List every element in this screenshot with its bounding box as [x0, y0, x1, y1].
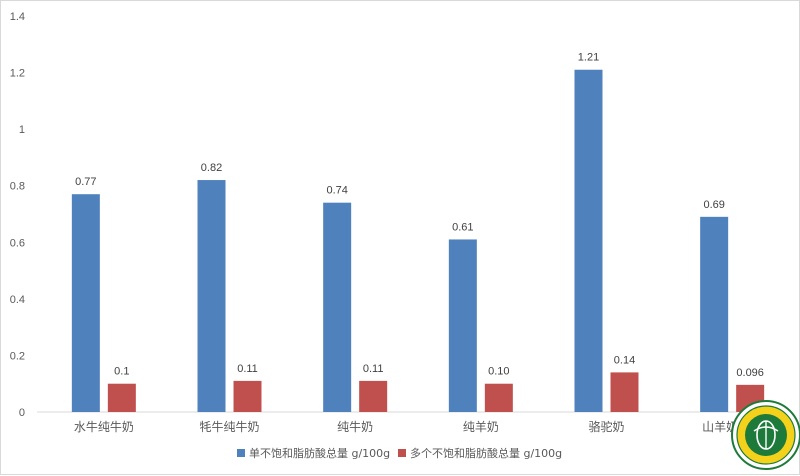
data-label: 0.61 — [452, 221, 473, 233]
data-label: 0.74 — [326, 185, 347, 197]
y-tick-label: 0.4 — [10, 294, 25, 306]
x-category-label: 纯牛奶 — [337, 419, 373, 434]
y-tick-label: 0.2 — [10, 350, 25, 362]
bar-series-1-1 — [197, 180, 226, 412]
x-category-label: 牦牛纯牛奶 — [199, 419, 259, 434]
y-tick-label: 1.2 — [10, 68, 25, 80]
y-tick-label: 0 — [19, 407, 25, 419]
x-category-label: 纯羊奶 — [463, 419, 499, 434]
data-label: 0.096 — [736, 367, 764, 379]
data-label: 0.82 — [201, 162, 222, 174]
bar-layer — [71, 69, 765, 412]
bar-series-2-1 — [233, 380, 262, 412]
y-tick-label: 0.6 — [10, 237, 25, 249]
legend-label-1: 单不饱和脂肪酸总量 g/100g — [249, 446, 390, 460]
data-label: 0.11 — [363, 363, 384, 375]
bar-series-1-0 — [71, 194, 100, 412]
legend: 单不饱和脂肪酸总量 g/100g 多个不饱和脂肪酸总量 g/100g — [237, 446, 562, 460]
x-category-label: 水牛纯牛奶 — [74, 419, 134, 434]
bar-series-1-5 — [700, 216, 729, 412]
legend-swatch-2 — [398, 449, 406, 457]
y-tick-label: 0.8 — [10, 181, 25, 193]
label-layer: 0.77 0.82 0.74 0.61 1.21 0.69 0.1 0.11 0.11 0.10 0… — [75, 52, 764, 379]
bar-series-1-3 — [448, 239, 477, 412]
x-category-label: 骆驼奶 — [588, 419, 624, 434]
y-tick-label: 1.4 — [10, 11, 25, 23]
data-label: 0.1 — [114, 366, 129, 378]
legend-swatch-1 — [237, 449, 245, 457]
seal-emblem-arc — [753, 426, 779, 432]
data-label: 1.21 — [578, 52, 599, 64]
data-label: 0.77 — [75, 176, 96, 188]
seal-emblem-icon — [731, 400, 800, 470]
bar-series-2-2 — [359, 380, 388, 412]
data-label: 0.11 — [237, 363, 258, 375]
data-label: 0.14 — [614, 354, 635, 366]
y-tick-label: 1 — [19, 124, 25, 136]
bar-series-2-4 — [610, 372, 639, 412]
bar-series-2-3 — [484, 383, 513, 412]
data-label: 0.10 — [488, 366, 509, 378]
bar-series-1-2 — [323, 202, 352, 412]
data-label: 0.69 — [703, 199, 724, 211]
bar-series-1-4 — [574, 69, 603, 412]
legend-label-2: 多个不饱和脂肪酸总量 g/100g — [410, 446, 562, 460]
bar-series-2-0 — [107, 383, 136, 412]
